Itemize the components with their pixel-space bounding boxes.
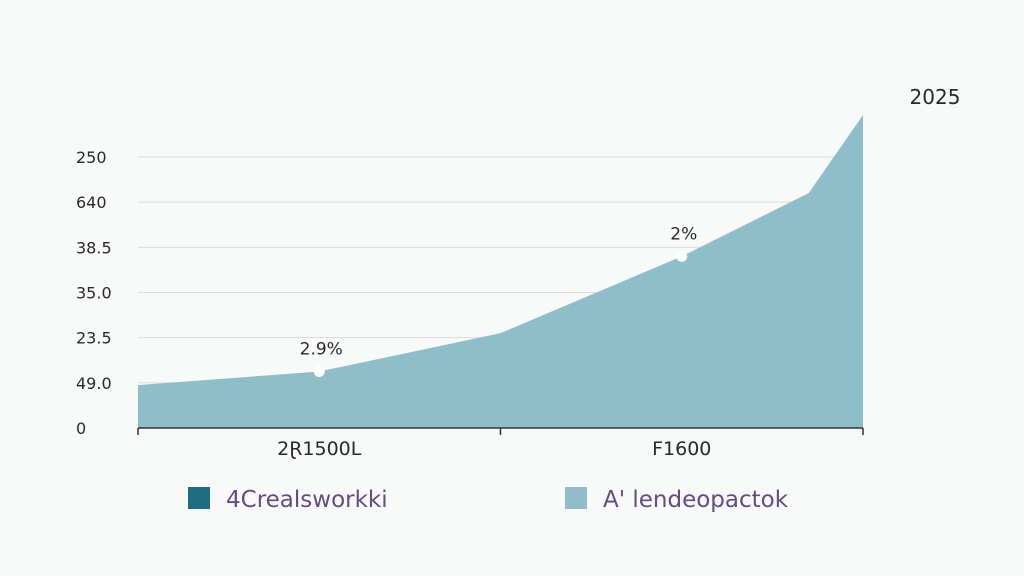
y-tick-label: 23.5 (76, 329, 112, 348)
x-axis-ticks: 2Ɽ1500L F1600 (277, 438, 711, 460)
annotation-label: 2% (670, 224, 697, 244)
legend-label: 4Crealsworkki (226, 487, 388, 513)
legend-swatch (565, 487, 587, 509)
x-tick-label: F1600 (652, 438, 711, 460)
corner-label: 2025 (910, 85, 961, 109)
annotations: 2.9% 2% (300, 224, 697, 378)
data-point-marker (676, 250, 688, 262)
y-tick-label: 49.0 (76, 374, 112, 393)
area-series (138, 115, 863, 428)
y-tick-label: 0 (76, 419, 86, 438)
y-tick-label: 38.5 (76, 238, 112, 257)
x-tick-label: 2Ɽ1500L (277, 438, 362, 460)
data-point-marker (313, 366, 325, 378)
legend-label: A' lendeopactok (603, 487, 789, 513)
y-axis-ticks: 250 640 38.5 35.0 23.5 49.0 0 (76, 148, 112, 438)
y-tick-label: 640 (76, 193, 107, 212)
area-fill (138, 115, 863, 428)
y-tick-label: 250 (76, 148, 107, 167)
y-tick-label: 35.0 (76, 284, 112, 303)
annotation-label: 2.9% (300, 340, 343, 360)
x-axis (137, 427, 864, 435)
legend: 4Crealsworkki A' lendeopactok (188, 487, 789, 513)
legend-swatch (188, 487, 210, 509)
